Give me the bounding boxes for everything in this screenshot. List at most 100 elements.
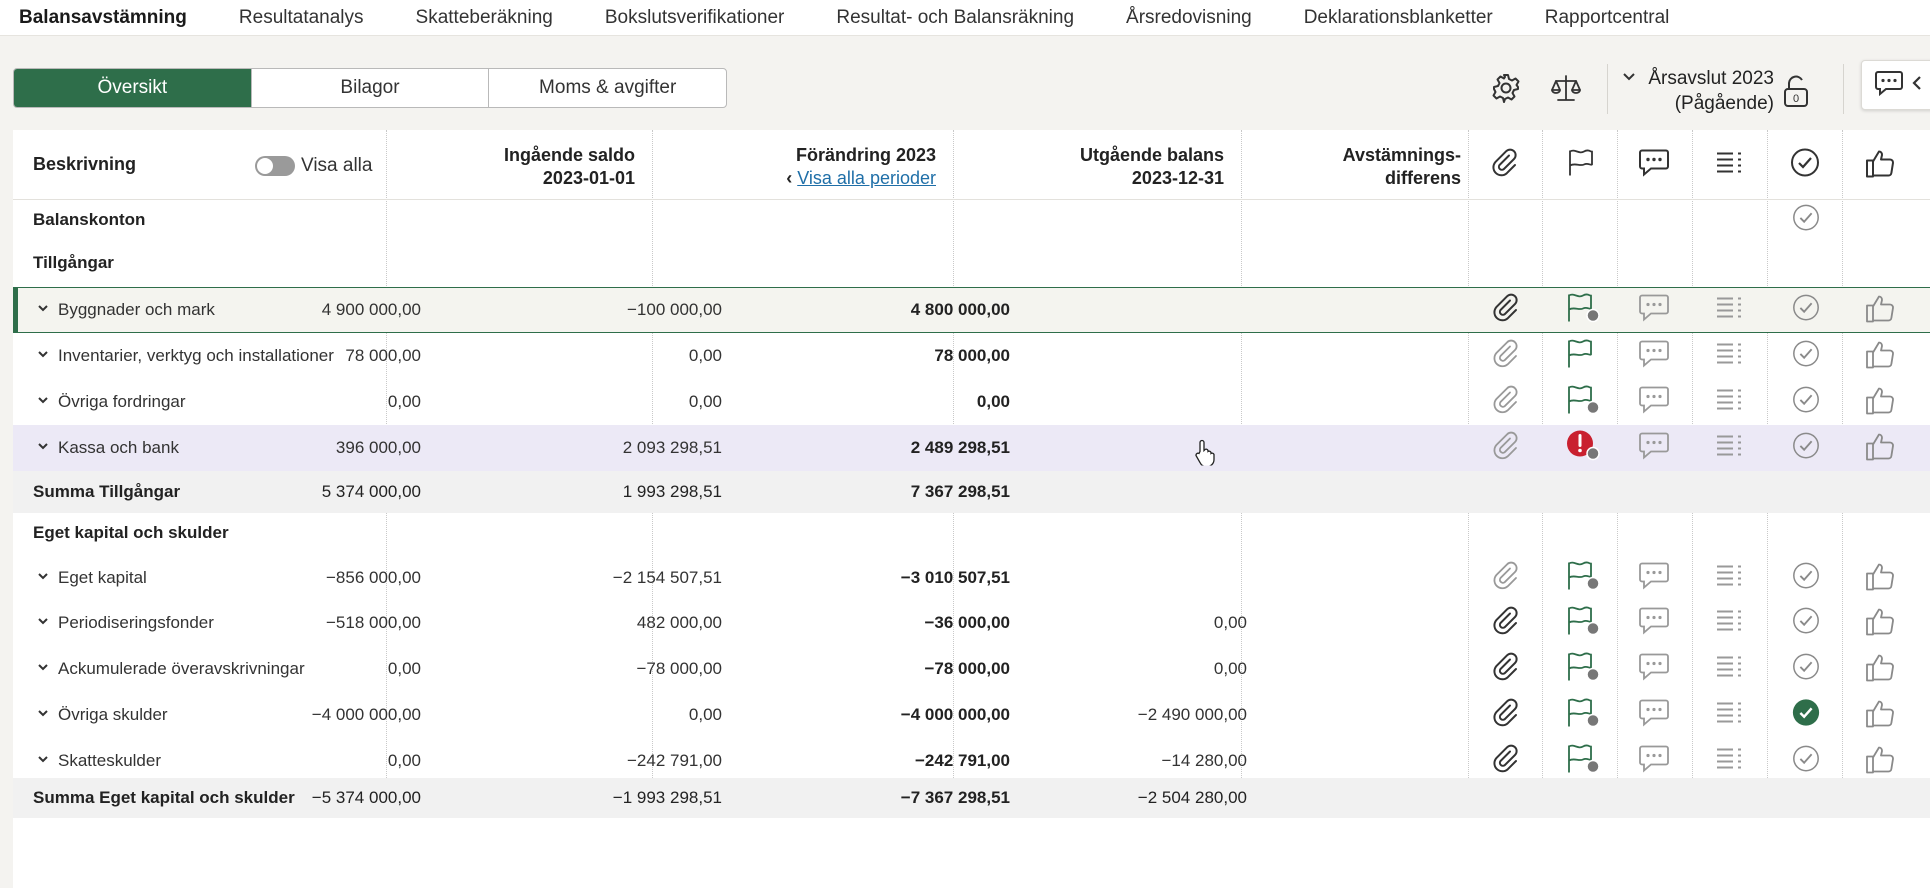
chat-panel-toggle[interactable] bbox=[1861, 60, 1930, 110]
table-row[interactable]: Skatteskulder 0,00 −242 791,00 −242 791,… bbox=[13, 738, 1930, 784]
notes-list-icon[interactable] bbox=[1715, 434, 1743, 463]
nav-resultat-balansrakning[interactable]: Resultat- och Balansräkning bbox=[836, 6, 1075, 28]
flag-status-icon[interactable] bbox=[1565, 292, 1601, 329]
nav-bokslutsverifikationer[interactable]: Bokslutsverifikationer bbox=[604, 6, 785, 28]
table-row[interactable]: Övriga fordringar 0,00 0,00 0,00 bbox=[13, 379, 1930, 425]
notes-list-icon[interactable] bbox=[1715, 151, 1743, 180]
flag-status-icon[interactable] bbox=[1565, 560, 1601, 597]
attachment-icon[interactable] bbox=[1489, 651, 1521, 688]
table-row[interactable]: Kassa och bank 396 000,00 2 093 298,51 2… bbox=[13, 425, 1930, 471]
comment-icon[interactable] bbox=[1638, 607, 1670, 640]
attachment-icon[interactable] bbox=[1489, 697, 1521, 734]
check-circle-icon[interactable] bbox=[1791, 744, 1821, 779]
chevron-down-icon[interactable] bbox=[37, 393, 49, 411]
check-circle-icon[interactable] bbox=[1791, 561, 1821, 596]
attachment-icon[interactable] bbox=[1489, 338, 1521, 375]
comment-icon[interactable] bbox=[1638, 653, 1670, 686]
chevron-down-icon[interactable] bbox=[1622, 70, 1636, 89]
balance-scale-icon[interactable] bbox=[1548, 70, 1584, 106]
visa-alla-toggle[interactable] bbox=[255, 156, 295, 176]
check-circle-icon[interactable] bbox=[1791, 339, 1821, 374]
comment-icon[interactable] bbox=[1638, 432, 1670, 465]
attachment-icon[interactable] bbox=[1489, 605, 1521, 642]
check-circle-icon[interactable] bbox=[1791, 293, 1821, 328]
table-row[interactable]: Periodiseringsfonder −518 000,00 482 000… bbox=[13, 600, 1930, 646]
attachment-icon[interactable] bbox=[1488, 147, 1520, 184]
flag-icon[interactable] bbox=[1565, 338, 1601, 375]
attachment-icon[interactable] bbox=[1489, 384, 1521, 421]
thumbs-up-icon[interactable] bbox=[1864, 560, 1896, 597]
unlock-icon[interactable]: 0 bbox=[1782, 74, 1810, 113]
comment-icon[interactable] bbox=[1638, 699, 1670, 732]
flag-status-icon[interactable] bbox=[1565, 384, 1601, 421]
table-row[interactable]: Inventarier, verktyg och installationer … bbox=[13, 333, 1930, 379]
thumbs-up-icon[interactable] bbox=[1864, 743, 1896, 780]
chevron-down-icon[interactable] bbox=[37, 752, 49, 770]
nav-balansavstamning[interactable]: Balansavstämning bbox=[19, 6, 187, 28]
nav-resultatanalys[interactable]: Resultatanalys bbox=[238, 6, 364, 28]
notes-list-icon[interactable] bbox=[1715, 388, 1743, 417]
notes-list-icon[interactable] bbox=[1715, 296, 1743, 325]
thumbs-up-icon[interactable] bbox=[1864, 147, 1896, 184]
notes-list-icon[interactable] bbox=[1715, 609, 1743, 638]
flag-status-icon[interactable] bbox=[1565, 697, 1601, 734]
nav-skatteberakning[interactable]: Skatteberäkning bbox=[415, 6, 553, 28]
flag-status-icon[interactable] bbox=[1565, 605, 1601, 642]
notes-list-icon[interactable] bbox=[1715, 564, 1743, 593]
tab-bilagor[interactable]: Bilagor bbox=[252, 69, 490, 107]
tab-moms-avgifter[interactable]: Moms & avgifter bbox=[539, 77, 677, 98]
thumbs-up-icon[interactable] bbox=[1864, 292, 1896, 329]
attachment-icon[interactable] bbox=[1489, 430, 1521, 467]
thumbs-up-icon[interactable] bbox=[1864, 651, 1896, 688]
comment-icon[interactable] bbox=[1638, 745, 1670, 778]
flag-icon[interactable] bbox=[1566, 148, 1594, 183]
chevron-down-icon[interactable] bbox=[37, 301, 49, 319]
chevron-down-icon[interactable] bbox=[37, 614, 49, 632]
check-circle-filled-icon[interactable] bbox=[1791, 698, 1821, 733]
notes-list-icon[interactable] bbox=[1715, 655, 1743, 684]
attachment-icon[interactable] bbox=[1489, 743, 1521, 780]
comment-icon[interactable] bbox=[1638, 149, 1670, 182]
chevron-down-icon[interactable] bbox=[37, 660, 49, 678]
table-row[interactable]: Eget kapital −856 000,00 −2 154 507,51 −… bbox=[13, 555, 1930, 601]
thumbs-up-icon[interactable] bbox=[1864, 605, 1896, 642]
comment-icon[interactable] bbox=[1638, 340, 1670, 373]
flag-status-icon[interactable] bbox=[1565, 651, 1601, 688]
table-row[interactable]: Ackumulerade överavskrivningar 0,00 −78 … bbox=[13, 646, 1930, 692]
chevron-down-icon[interactable] bbox=[37, 706, 49, 724]
table-row[interactable]: Övriga skulder −4 000 000,00 0,00 −4 000… bbox=[13, 692, 1930, 738]
thumbs-up-icon[interactable] bbox=[1864, 430, 1896, 467]
notes-list-icon[interactable] bbox=[1715, 747, 1743, 776]
check-circle-icon[interactable] bbox=[1789, 147, 1821, 184]
thumbs-up-icon[interactable] bbox=[1864, 338, 1896, 375]
notes-list-icon[interactable] bbox=[1715, 342, 1743, 371]
notes-list-icon[interactable] bbox=[1715, 701, 1743, 730]
attachment-icon[interactable] bbox=[1489, 560, 1521, 597]
nav-arsredovisning[interactable]: Årsredovisning bbox=[1126, 6, 1252, 28]
tab-oversikt[interactable]: Översikt bbox=[14, 69, 252, 107]
fiscal-year-selector[interactable]: Årsavslut 2023 (Pågående) bbox=[1620, 66, 1774, 116]
comment-icon[interactable] bbox=[1638, 562, 1670, 595]
nav-rapportcentral[interactable]: Rapportcentral bbox=[1544, 6, 1670, 28]
nav-deklarationsblanketter[interactable]: Deklarationsblanketter bbox=[1303, 6, 1493, 28]
thumbs-up-icon[interactable] bbox=[1864, 384, 1896, 421]
check-circle-icon[interactable] bbox=[1791, 431, 1821, 466]
utgaende-balans: 2 489 298,51 bbox=[910, 438, 1010, 457]
check-circle-icon[interactable] bbox=[1791, 606, 1821, 641]
comment-icon[interactable] bbox=[1638, 386, 1670, 419]
attachment-icon[interactable] bbox=[1489, 292, 1521, 329]
check-circle-icon[interactable] bbox=[1791, 652, 1821, 687]
comment-icon[interactable] bbox=[1638, 294, 1670, 327]
error-status-icon[interactable] bbox=[1565, 429, 1601, 468]
chevron-down-icon[interactable] bbox=[37, 569, 49, 587]
check-circle-icon[interactable] bbox=[1791, 385, 1821, 420]
flag-status-icon[interactable] bbox=[1565, 743, 1601, 780]
check-circle-icon[interactable] bbox=[1791, 203, 1821, 238]
thumbs-up-icon[interactable] bbox=[1864, 697, 1896, 734]
header-beskrivning[interactable]: Beskrivning bbox=[33, 154, 137, 174]
table-row[interactable]: Byggnader och mark 4 900 000,00 −100 000… bbox=[13, 287, 1930, 333]
gear-icon[interactable] bbox=[1488, 70, 1524, 106]
visa-alla-perioder-link[interactable]: Visa alla perioder bbox=[797, 168, 936, 188]
chevron-down-icon[interactable] bbox=[37, 439, 49, 457]
chevron-down-icon[interactable] bbox=[37, 347, 49, 365]
